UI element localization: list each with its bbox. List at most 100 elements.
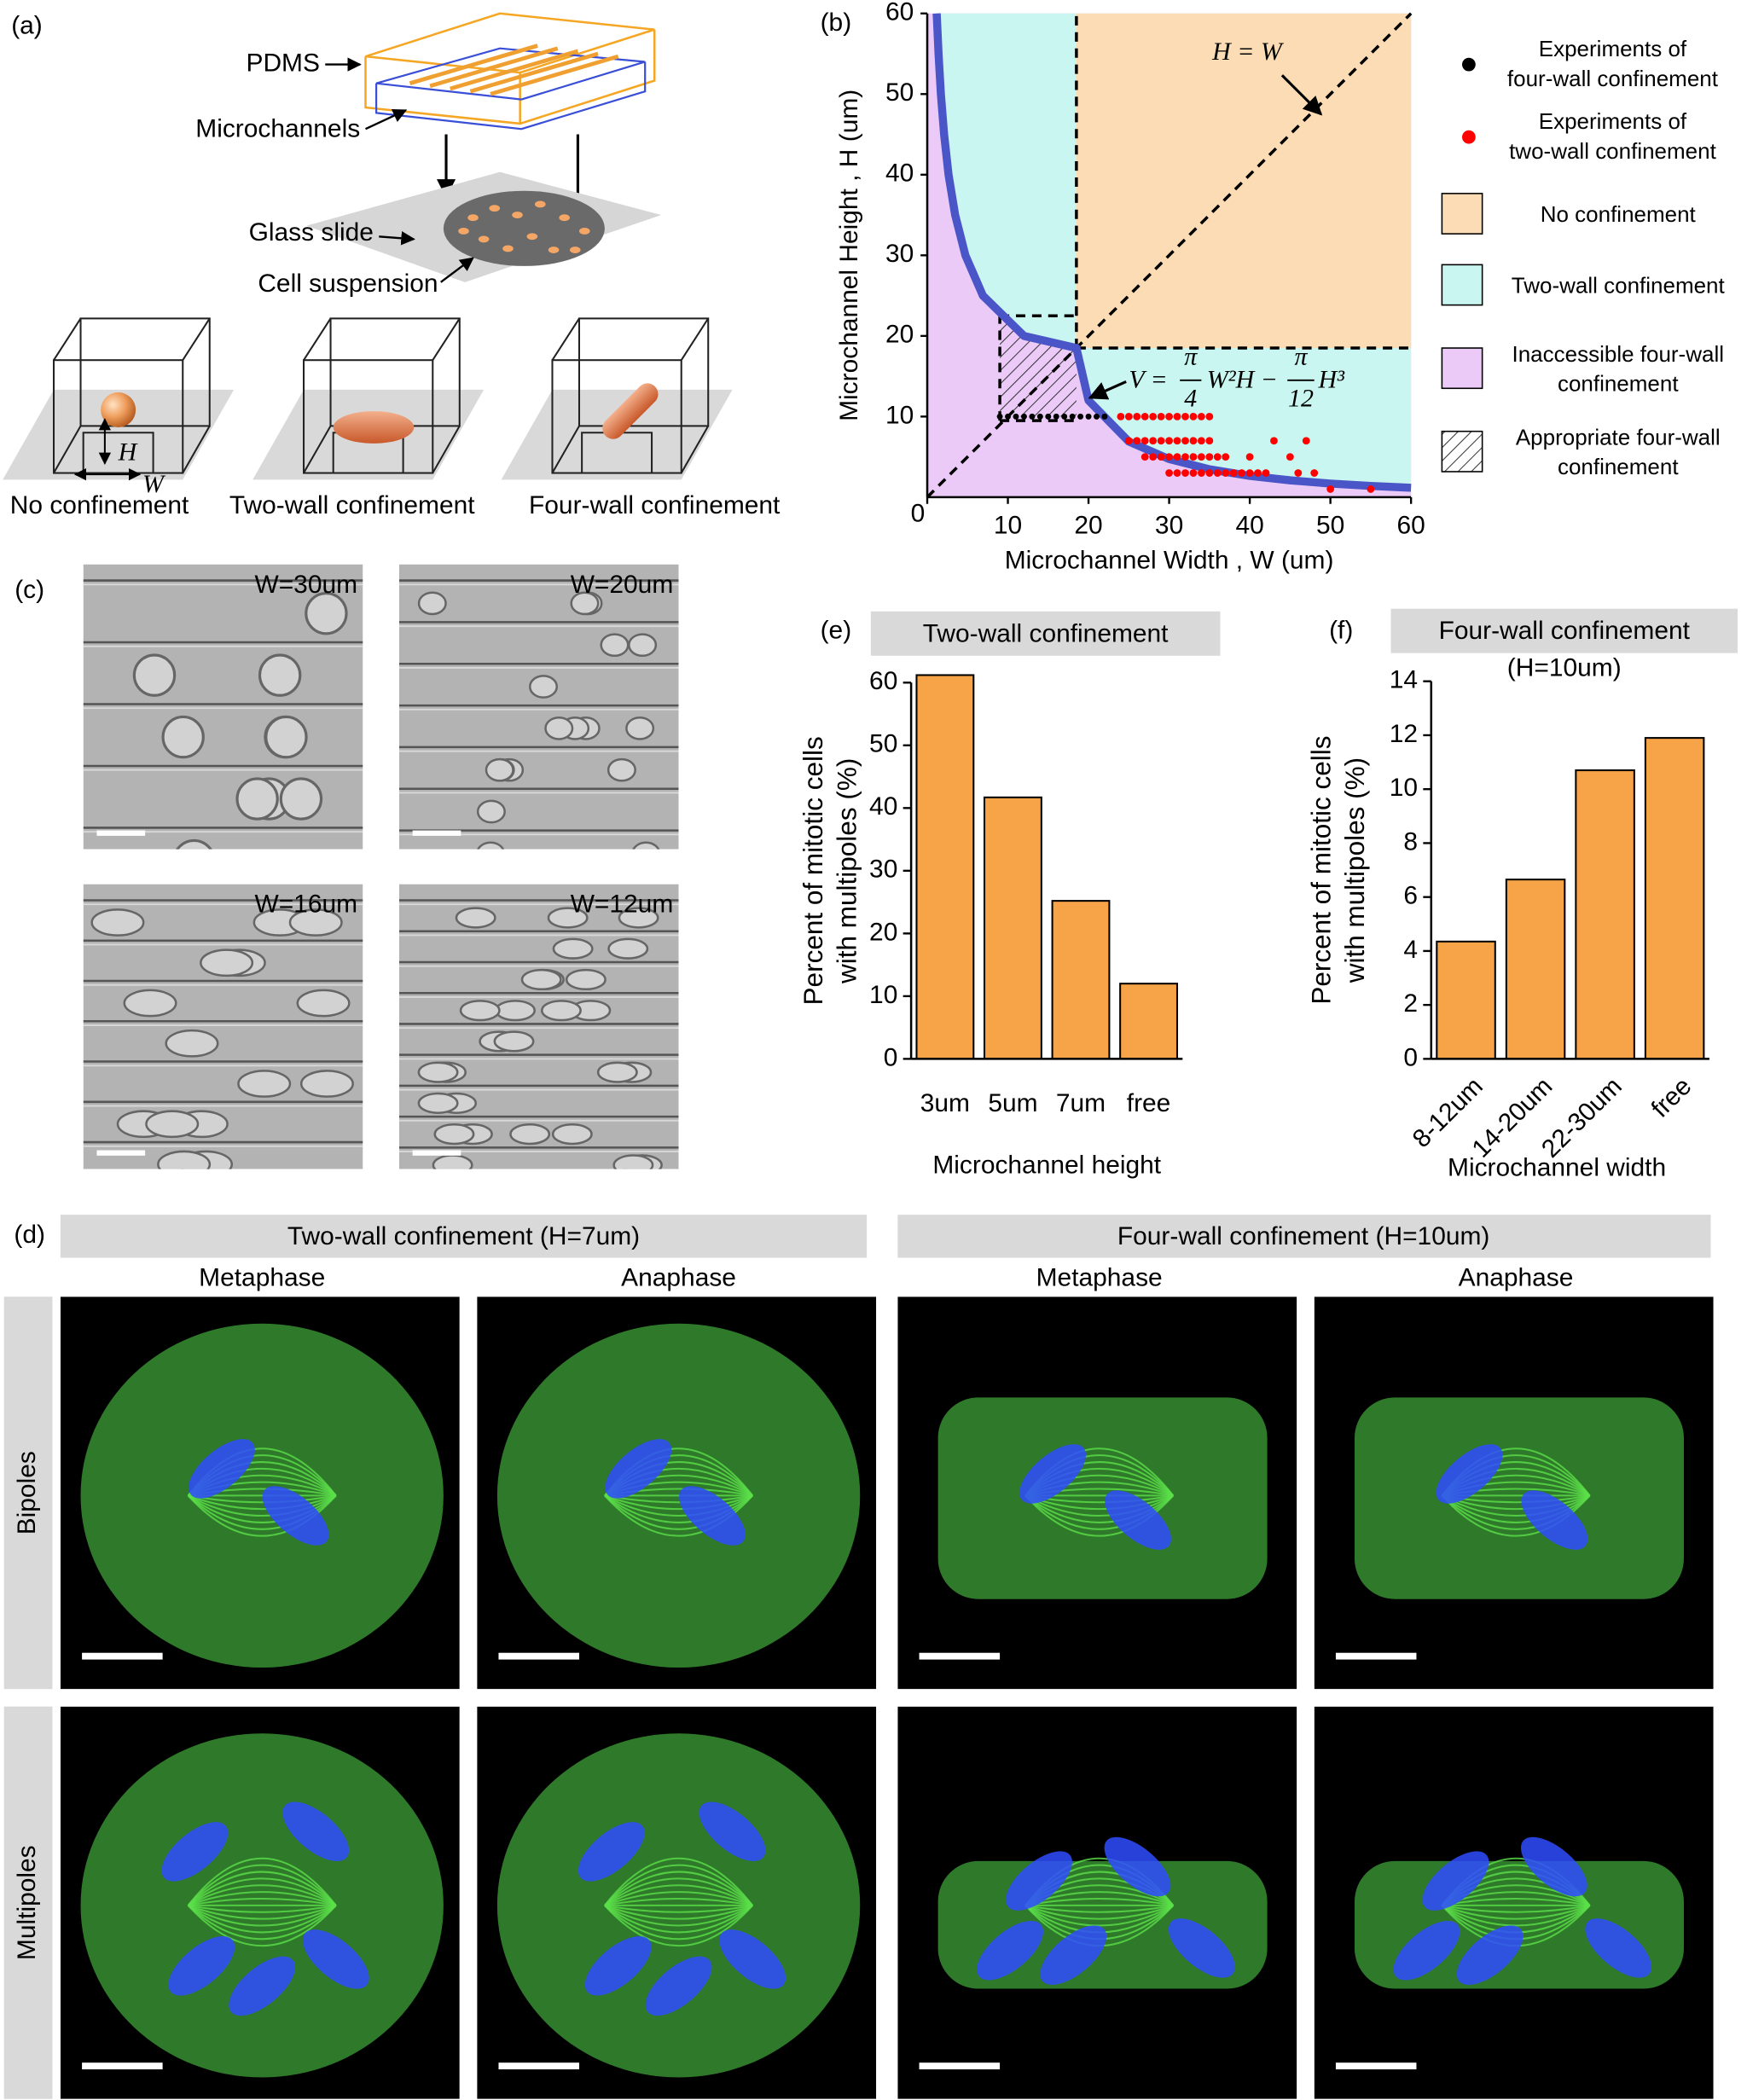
cell	[1354, 1397, 1684, 1599]
spindle-fiber	[187, 1864, 337, 1906]
cell	[495, 1000, 536, 1022]
data-point	[1165, 469, 1173, 477]
group-header	[897, 1215, 1711, 1258]
y-axis-label: Percent of mitotic cells with multipoles…	[1308, 735, 1371, 1004]
y-tick-label: 40	[885, 160, 914, 188]
annotation-arrow	[1088, 380, 1127, 400]
dna	[1019, 1444, 1087, 1504]
cell	[433, 1123, 475, 1146]
data-point	[1270, 437, 1278, 445]
data-point	[1165, 412, 1173, 421]
data-point	[1197, 437, 1205, 445]
region	[1000, 317, 1077, 417]
y-axis-label: Percent of mitotic cells with multipoles…	[799, 736, 863, 1006]
data-point	[1101, 413, 1108, 420]
dna	[282, 1801, 350, 1862]
spindle-fiber	[604, 1905, 753, 1940]
schematic-label: Microchannels	[195, 115, 360, 143]
data-point	[1149, 437, 1158, 445]
group-header	[60, 1215, 868, 1258]
box-edge	[53, 317, 82, 361]
y-tick-label: 40	[869, 792, 897, 821]
cell	[333, 411, 415, 444]
data-point	[1133, 437, 1141, 445]
spindle-fiber	[604, 1905, 753, 1934]
dna	[1104, 1836, 1171, 1897]
legend-label: No confinement	[1541, 203, 1696, 227]
schematic-caption: Two-wall confinement	[229, 491, 475, 519]
cell	[612, 1154, 654, 1169]
legend-label: Two-wall confinement	[1512, 274, 1725, 298]
scale-bar	[1335, 1652, 1417, 1660]
dna	[679, 1486, 746, 1546]
schematic-caption: Four-wall confinement	[529, 491, 781, 519]
group-title: Four-wall confinement (H=10um)	[1117, 1222, 1490, 1250]
dna	[1436, 1444, 1503, 1504]
data-point	[1133, 412, 1141, 421]
spindle-fiber	[1441, 1904, 1591, 1927]
spindle-fiber	[604, 1864, 753, 1906]
spindle-fiber	[1442, 1904, 1591, 1920]
spindle-fiber	[604, 1891, 753, 1906]
cell	[570, 591, 600, 616]
data-point	[1061, 413, 1068, 420]
spindle-fiber	[604, 1884, 753, 1906]
data-point	[1367, 485, 1375, 493]
spindle-fiber	[1024, 1904, 1174, 1913]
data-point	[1286, 453, 1294, 461]
cell	[161, 715, 205, 759]
panel-label: (f)	[1329, 616, 1353, 644]
y-tick-label: 20	[869, 918, 897, 946]
spindle-fiber	[604, 1897, 753, 1906]
data-point	[1149, 412, 1158, 421]
spindle-fiber	[604, 1494, 753, 1530]
y-tick-label: 30	[869, 856, 897, 884]
y-tick-label: 2	[1403, 989, 1418, 1018]
scale-bar	[412, 1150, 461, 1156]
spindle-fiber	[604, 1494, 753, 1504]
panel-label: (c)	[15, 576, 44, 604]
micrograph	[1314, 1706, 1714, 2099]
spindle-fiber	[604, 1857, 754, 1906]
row-header	[3, 1297, 53, 1690]
box-edge	[182, 317, 211, 361]
data-point	[1029, 413, 1036, 420]
spindle-fiber	[187, 1905, 337, 1934]
chart-title: Two-wall confinement	[923, 619, 1169, 647]
cell	[540, 1000, 582, 1022]
spindle-fiber	[187, 1857, 337, 1906]
data-point	[1117, 412, 1125, 421]
scale-bar	[498, 1652, 579, 1660]
legend-label: Experiments of four-wall confinement	[1506, 38, 1718, 92]
schematic-label: PDMS	[246, 49, 319, 78]
cell	[485, 757, 514, 782]
spindle-fiber	[1024, 1494, 1174, 1517]
legend-label: Experiments of four-wall confinement	[1506, 38, 1718, 92]
data-point	[1189, 437, 1198, 445]
equation: 12	[1288, 384, 1314, 412]
phase-label: Metaphase	[199, 1264, 325, 1292]
data-point	[1165, 453, 1173, 461]
spindle-fiber	[188, 1494, 337, 1504]
chart-subtitle: (H=10um)	[1507, 653, 1622, 682]
legend-label: Appropriate four-wall confinement	[1515, 426, 1721, 480]
dna	[302, 1929, 369, 1989]
data-point	[1326, 485, 1335, 493]
cell	[165, 1029, 219, 1058]
micrograph	[83, 564, 363, 850]
confinement-schematics	[3, 317, 733, 480]
data-point	[1077, 413, 1084, 420]
box-edge	[577, 317, 710, 427]
data-point	[1197, 412, 1205, 421]
y-tick-label: 20	[885, 321, 914, 349]
cell	[299, 1070, 354, 1098]
data-point	[1157, 453, 1165, 461]
data-point	[1213, 453, 1222, 461]
dna	[645, 1956, 712, 2016]
scale-bar	[919, 2062, 1001, 2070]
dim-label: H	[118, 438, 138, 466]
data-point	[1140, 453, 1149, 461]
schematic	[306, 12, 662, 283]
data-point	[1189, 453, 1198, 461]
schematic-caption: No confinement	[10, 491, 189, 519]
